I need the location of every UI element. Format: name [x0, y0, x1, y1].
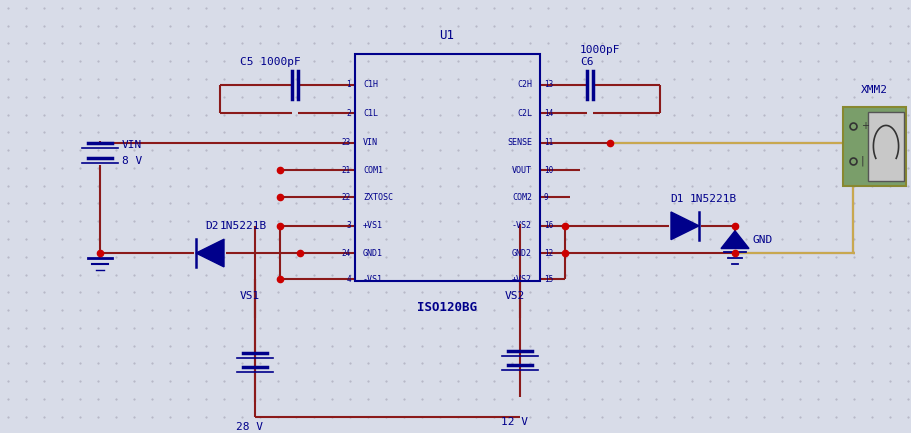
Text: C2H: C2H: [517, 81, 531, 90]
Text: VOUT: VOUT: [511, 166, 531, 174]
Text: VIN: VIN: [122, 140, 142, 150]
Text: 13: 13: [543, 81, 553, 90]
Text: GND2: GND2: [511, 249, 531, 258]
Text: C2L: C2L: [517, 109, 531, 118]
Text: C1L: C1L: [363, 109, 377, 118]
Text: C6: C6: [579, 57, 593, 67]
Text: C1H: C1H: [363, 81, 377, 90]
Text: D2: D2: [205, 221, 219, 231]
Text: -VS2: -VS2: [511, 221, 531, 230]
Text: GND1: GND1: [363, 249, 383, 258]
Text: 1N5221B: 1N5221B: [220, 221, 267, 231]
Text: XMM2: XMM2: [860, 85, 886, 95]
Text: C5 1000pF: C5 1000pF: [240, 57, 301, 67]
Text: 15: 15: [543, 275, 553, 284]
Text: 4: 4: [346, 275, 351, 284]
Text: SENSE: SENSE: [507, 139, 531, 147]
Text: VS1: VS1: [240, 291, 260, 301]
Text: 22: 22: [342, 193, 351, 202]
Bar: [842, 107, 905, 186]
Text: +: +: [860, 121, 868, 131]
Text: 12: 12: [543, 249, 553, 258]
Text: 1: 1: [346, 81, 351, 90]
Text: -VS1: -VS1: [363, 275, 383, 284]
Text: 16: 16: [543, 221, 553, 230]
Text: |: |: [860, 156, 864, 166]
Text: 23: 23: [342, 139, 351, 147]
Text: 9: 9: [543, 193, 548, 202]
Text: 11: 11: [543, 139, 553, 147]
Polygon shape: [196, 239, 224, 267]
Text: ISO120BG: ISO120BG: [416, 301, 476, 314]
Text: D1: D1: [670, 194, 682, 204]
Text: GND: GND: [752, 235, 773, 245]
Text: 12 V: 12 V: [501, 417, 527, 427]
Text: 2: 2: [346, 109, 351, 118]
Text: +VS1: +VS1: [363, 221, 383, 230]
Text: U1: U1: [439, 29, 454, 42]
Text: 28 V: 28 V: [236, 422, 263, 432]
Text: VS2: VS2: [505, 291, 525, 301]
Text: 10: 10: [543, 166, 553, 174]
Text: 8 V: 8 V: [122, 156, 142, 166]
Text: 24: 24: [342, 249, 351, 258]
Text: 14: 14: [543, 109, 553, 118]
Text: 21: 21: [342, 166, 351, 174]
Text: COM1: COM1: [363, 166, 383, 174]
Polygon shape: [721, 231, 748, 249]
Text: ZXTOSC: ZXTOSC: [363, 193, 393, 202]
Text: VIN: VIN: [363, 139, 377, 147]
Text: 3: 3: [346, 221, 351, 230]
Bar: [354, 54, 539, 281]
Text: 1N5221B: 1N5221B: [690, 194, 736, 204]
Bar: [867, 112, 903, 181]
Polygon shape: [670, 212, 698, 239]
Text: 1000pF: 1000pF: [579, 45, 619, 55]
Text: COM2: COM2: [511, 193, 531, 202]
Text: +VS2: +VS2: [511, 275, 531, 284]
